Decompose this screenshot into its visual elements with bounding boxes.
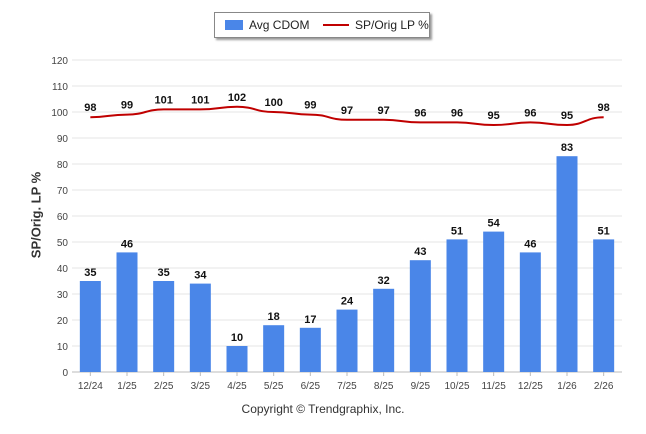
y-tick-label: 70 [57,186,69,197]
x-tick-label: 12/25 [518,381,543,392]
y-tick-label: 20 [57,316,69,327]
bar [336,309,358,372]
x-tick-label: 7/25 [337,381,357,392]
y-tick-label: 0 [62,368,68,379]
y-axis-ticks: 0 10 20 30 40 50 60 70 80 90 100 110 120 [51,56,68,379]
bar-value-label: 43 [414,246,426,258]
x-tick-label: 6/25 [301,381,321,392]
y-tick-label: 10 [57,342,69,353]
line-value-label: 100 [264,97,282,109]
bar-value-label: 46 [121,238,133,250]
x-tick-label: 11/25 [482,381,507,392]
bar-value-label: 51 [598,225,610,237]
sp-orig-line [90,105,604,127]
bar [263,325,285,372]
bar-value-label: 46 [524,238,536,250]
line-value-label: 101 [154,94,172,106]
x-axis-ticks: 12/24 1/25 2/25 3/25 4/25 5/25 6/25 7/25 8/25 9/2… [78,372,614,392]
y-tick-label: 110 [52,82,68,93]
bar [446,239,468,372]
bar-value-label: 18 [268,311,280,323]
y-axis-label: SP/Orig. LP % [28,171,44,259]
y-tick-label: 100 [51,108,68,119]
x-tick-label: 12/24 [78,381,103,392]
y-tick-label: 50 [57,238,69,249]
bar-data-labels: 35 46 35 34 10 18 17 24 32 43 51 54 46 83 51 [84,142,610,344]
bar [153,281,175,372]
legend-line-label: SP/Orig LP % [355,18,429,32]
bar [299,327,321,372]
x-tick-label: 1/26 [557,381,577,392]
bar [593,239,615,372]
line-value-label: 95 [488,110,500,122]
x-tick-label: 3/25 [191,381,211,392]
x-tick-label: 10/25 [444,381,469,392]
bar-value-label: 35 [84,267,96,279]
bar-value-label: 10 [231,332,243,344]
y-tick-label: 60 [57,212,69,223]
line-value-label: 98 [598,102,610,114]
bar-value-label: 32 [378,275,390,287]
y-tick-label: 40 [57,264,69,275]
line-value-label: 96 [524,107,536,119]
x-tick-label: 2/25 [154,381,174,392]
x-tick-label: 5/25 [264,381,284,392]
bar [409,260,431,372]
bar-value-label: 83 [561,142,573,154]
bar-value-label: 17 [304,314,316,326]
line-value-label: 102 [228,92,246,104]
line-value-label: 99 [121,100,133,112]
bar [189,283,211,372]
x-tick-label: 1/25 [117,381,137,392]
bar-value-label: 35 [158,267,170,279]
y-tick-label: 90 [57,134,69,145]
line-value-label: 101 [191,94,209,106]
legend-line-swatch [323,24,349,26]
y-tick-label: 30 [57,290,69,301]
x-tick-label: 2/26 [594,381,614,392]
bar [79,281,101,372]
line-data-labels: 98 99 101 101 102 100 99 97 97 96 96 95 96 95 98 [84,92,610,122]
legend-bar-swatch [225,20,243,30]
bar-value-label: 51 [451,225,463,237]
line-value-label: 96 [451,107,463,119]
x-tick-label: 8/25 [374,381,394,392]
line-value-label: 97 [341,105,353,117]
y-tick-label: 80 [57,160,69,171]
bar [226,346,248,372]
legend-bar-label: Avg CDOM [249,18,310,32]
line-value-label: 97 [378,105,390,117]
y-tick-label: 120 [51,56,68,67]
bar-value-label: 24 [341,296,354,308]
bar [116,252,138,372]
bar-value-label: 54 [488,218,501,230]
bar [556,156,578,372]
legend: Avg CDOM SP/Orig LP % [214,12,430,38]
line-value-label: 99 [304,100,316,112]
bar-series [79,156,615,372]
bar-value-label: 34 [194,270,207,282]
bar [519,252,541,372]
line-value-label: 95 [561,110,573,122]
bar [373,288,395,372]
line-series [90,105,604,127]
line-value-label: 96 [414,107,426,119]
x-tick-label: 9/25 [411,381,431,392]
bar [483,231,505,372]
line-value-label: 98 [84,102,96,114]
x-tick-label: 4/25 [227,381,247,392]
copyright-footer: Copyright © Trendgraphix, Inc. [241,402,405,416]
